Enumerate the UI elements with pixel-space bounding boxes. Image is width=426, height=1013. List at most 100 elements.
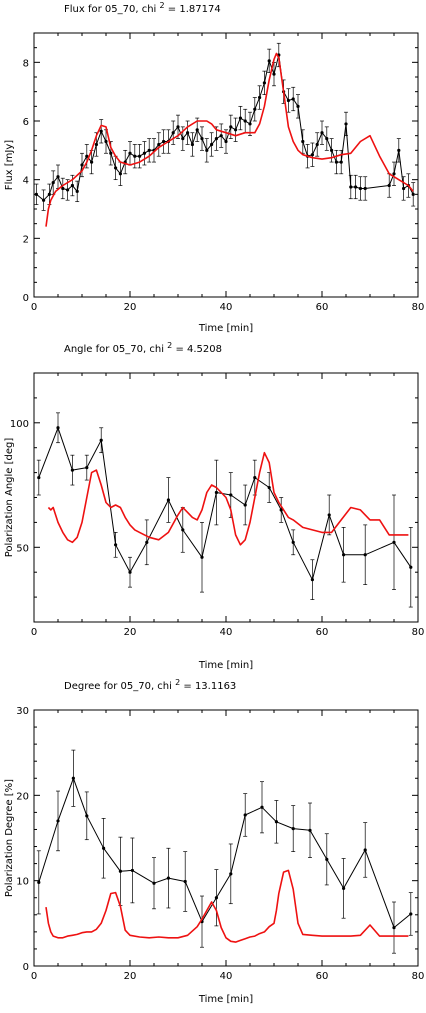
y-axis-title: Polarization Degree [%] [4,779,15,897]
data-point [142,151,146,155]
x-tick-label: 60 [316,971,329,982]
data-point [344,122,348,126]
data-point [310,153,314,157]
y-tick-label: 2 [23,234,29,245]
y-tick-label: 20 [16,791,29,802]
data-point [90,160,94,164]
y-tick-label: 0 [23,962,29,973]
series-observed [34,42,416,211]
panel-title-superscript: 2 [175,678,180,687]
y-tick-label: 0 [23,293,29,304]
data-point [291,97,295,101]
data-point [99,438,103,442]
y-tick-label: 50 [16,543,29,554]
y-tick-label: 6 [23,117,29,128]
data-point [392,926,396,930]
data-point [71,776,75,780]
data-point [181,528,185,532]
panel-title-value: = 4.5208 [172,344,222,355]
x-tick-label: 20 [124,302,137,313]
data-point [224,139,228,144]
data-point [339,160,343,164]
y-tick-label: 4 [23,176,29,187]
data-point [272,72,276,76]
series-model [45,869,409,943]
data-point [99,129,103,133]
y-axis-title: Polarization Angle [deg] [4,438,15,558]
data-point [397,148,401,152]
data-point [260,805,264,809]
data-point [176,125,180,129]
data-point [342,886,346,890]
data-point [402,186,406,191]
data-point [229,125,233,129]
data-point [325,137,329,141]
observed-line [38,427,412,581]
x-tick-label: 80 [412,627,425,638]
data-point [253,107,257,111]
series-observed [36,412,413,608]
data-point [238,116,242,120]
data-point [128,151,132,155]
data-point [262,81,266,85]
data-point [85,466,89,470]
data-point [267,485,271,490]
data-point [128,570,132,574]
x-tick-label: 20 [124,971,137,982]
data-point [130,868,134,873]
data-point [363,848,367,852]
data-point [308,828,312,832]
data-point [138,154,142,158]
panel-title-value: = 13.1163 [180,681,236,692]
x-axis-title: Time [min] [198,660,253,671]
data-point [253,475,257,480]
data-point [200,137,204,141]
data-point [301,139,305,144]
data-point [392,540,396,544]
model-curve [47,451,409,546]
data-point [186,131,190,135]
data-point [85,154,89,158]
data-point [229,493,233,497]
data-point [37,475,41,480]
series-observed [36,749,413,954]
data-point [66,188,70,192]
y-axis-title: Flux [mJy] [4,140,15,190]
data-point [152,881,156,885]
data-point [214,137,218,141]
data-point [133,154,137,158]
data-point [214,490,218,495]
data-point [243,813,247,817]
data-point [118,869,122,873]
y-tick-label: 100 [10,419,29,430]
panel-title: Angle for 05_70, chi 2 = 4.5208 [64,341,222,355]
data-point [166,498,170,502]
data-point [258,95,262,100]
data-point [363,553,367,557]
panel-title-superscript: 2 [167,341,172,350]
panel-title-value: = 1.87174 [165,4,221,15]
data-point [70,183,74,188]
data-point [56,819,60,823]
x-tick-label: 20 [124,627,137,638]
data-point [325,857,329,861]
data-point [61,186,65,191]
data-point [147,148,151,152]
data-point [34,192,39,196]
data-point [327,513,331,517]
data-point [42,198,46,202]
data-point [274,820,278,824]
data-point [248,122,252,126]
data-point [219,134,223,138]
panel-3: 0 20 40 60 80 0 10 20 30 Time [min] Polarization D… [4,678,424,1005]
x-tick-label: 60 [316,627,329,638]
data-point [349,185,353,189]
data-point [181,137,185,141]
data-point [243,503,247,507]
x-tick-label: 0 [31,627,37,638]
data-point [409,565,413,569]
data-point [37,880,41,884]
data-point [310,578,314,582]
data-point [190,142,194,147]
